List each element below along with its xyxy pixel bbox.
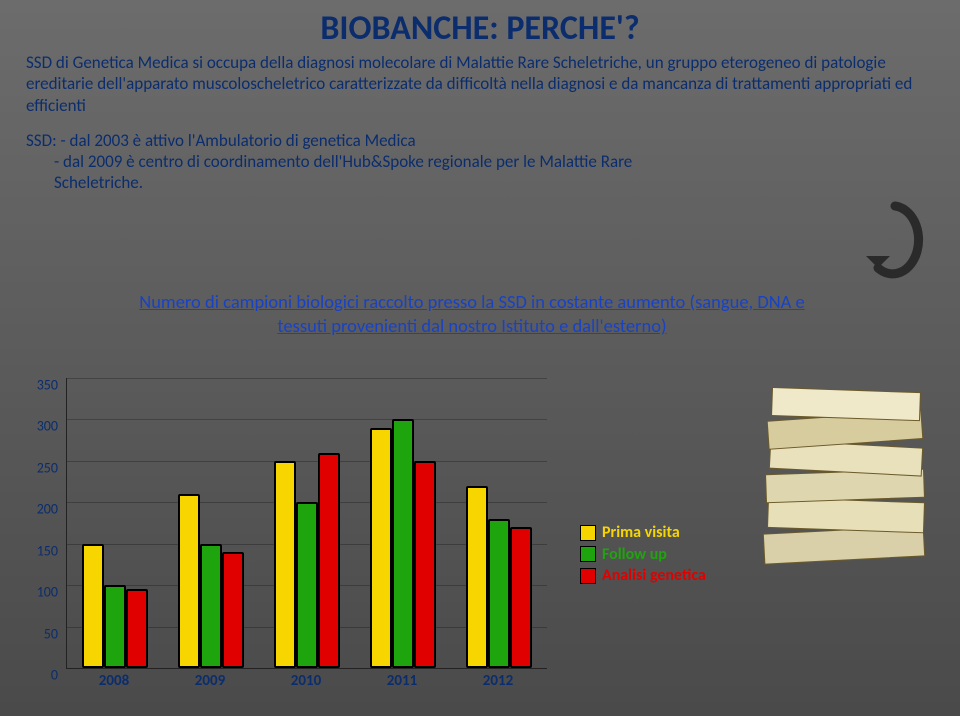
bar — [414, 461, 436, 668]
x-tick-label: 2008 — [66, 672, 162, 690]
bar — [370, 428, 392, 668]
legend-label: Follow up — [602, 544, 667, 566]
bar — [126, 589, 148, 668]
y-tick: 0 — [51, 667, 58, 684]
paragraph-2-line2a: - dal 2009 è centro di coordinamento del… — [54, 151, 926, 172]
y-tick: 200 — [37, 501, 58, 518]
legend-label: Prima visita — [602, 522, 680, 544]
legend-item: Follow up — [580, 544, 706, 566]
paragraph-2-line1: SSD: - dal 2003 è attivo l'Ambulatorio d… — [26, 130, 926, 151]
legend-swatch — [580, 568, 596, 584]
legend-item: Prima visita — [580, 522, 706, 544]
grid-line — [67, 419, 547, 420]
bar — [274, 461, 296, 668]
curved-arrow-icon — [860, 200, 930, 280]
highlight-text: Numero di campioni biologici raccolto pr… — [72, 290, 872, 338]
page-title: BIOBANCHE: PERCHE'? — [0, 8, 960, 49]
highlight-line1: Numero di campioni biologici raccolto pr… — [139, 290, 804, 313]
y-tick: 350 — [37, 377, 58, 394]
y-tick: 100 — [37, 584, 58, 601]
legend-label: Analisi genetica — [602, 565, 706, 587]
x-tick-label: 2009 — [162, 672, 258, 690]
y-tick: 300 — [37, 418, 58, 435]
bar — [296, 502, 318, 668]
chart-legend: Prima visitaFollow upAnalisi genetica — [580, 522, 706, 587]
bar — [82, 544, 104, 668]
paper-stack-image — [754, 380, 934, 580]
bar-group — [370, 419, 436, 668]
y-tick: 250 — [37, 459, 58, 476]
x-tick-label: 2010 — [258, 672, 354, 690]
bar-group — [178, 494, 244, 668]
bar — [178, 494, 200, 668]
x-tick-label: 2011 — [354, 672, 450, 690]
legend-swatch — [580, 525, 596, 541]
slide-page: BIOBANCHE: PERCHE'? SSD di Genetica Medi… — [0, 0, 960, 716]
paragraph-1: SSD di Genetica Medica si occupa della d… — [26, 52, 926, 116]
bar-group — [466, 486, 532, 668]
grid-line — [67, 378, 547, 379]
y-tick: 150 — [37, 542, 58, 559]
x-tick-label: 2012 — [450, 672, 546, 690]
y-tick: 50 — [44, 625, 58, 642]
bar — [222, 552, 244, 668]
bar — [466, 486, 488, 668]
plot-area — [66, 378, 547, 669]
highlight-line2: tessuti provenienti dal nostro Istituto … — [277, 314, 666, 337]
body-text-block: SSD di Genetica Medica si occupa della d… — [26, 52, 926, 194]
bar — [318, 453, 340, 668]
legend-swatch — [580, 546, 596, 562]
bar — [510, 527, 532, 668]
bar — [488, 519, 510, 668]
bar-group — [274, 453, 340, 668]
bar — [104, 585, 126, 668]
bar-group — [82, 544, 148, 668]
bar — [392, 419, 414, 668]
y-axis: 050100150200250300350 — [22, 378, 62, 668]
legend-item: Analisi genetica — [580, 565, 706, 587]
paragraph-2-line2b: Scheletriche. — [54, 172, 926, 193]
bar — [200, 544, 222, 668]
bar-chart: 0 50 100 150 200 250 300 350 200820092010201120… — [22, 378, 562, 702]
